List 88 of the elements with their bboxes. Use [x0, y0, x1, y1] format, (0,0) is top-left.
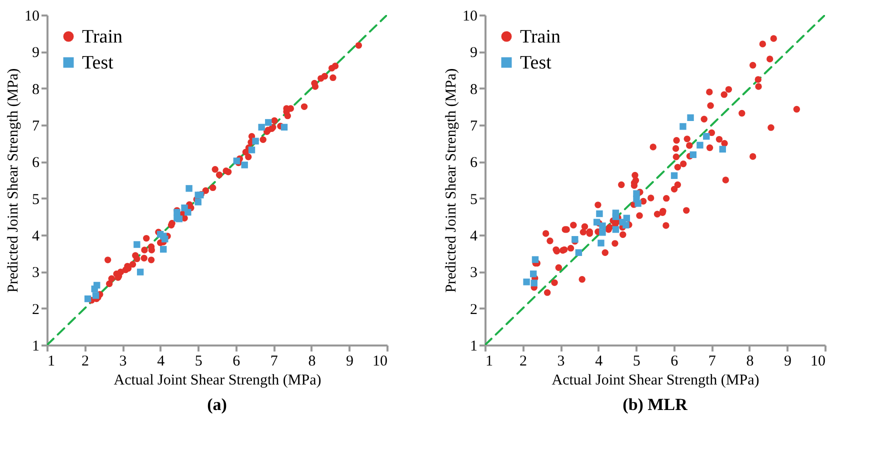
y-tick-label: 5: [470, 192, 478, 208]
y-tick-label: 3: [32, 265, 40, 282]
point: [622, 222, 630, 228]
y-tick-label: 3: [470, 265, 478, 282]
y-tick-label: 7: [470, 118, 478, 134]
point: [575, 249, 582, 256]
y-tick-label: 5: [32, 192, 40, 208]
point: [94, 282, 100, 289]
x-tick-label: 4: [157, 354, 166, 370]
point: [184, 208, 192, 216]
y-tick-label: 1: [470, 338, 478, 354]
x-tick-label: 10: [810, 354, 826, 370]
point: [248, 146, 256, 154]
x-tick-label: 6: [670, 354, 679, 370]
x-axis-title: Actual Joint Shear Strength (MPa): [552, 372, 760, 388]
y-tick-label: 4: [470, 228, 478, 244]
y-axis-title: Predicted Joint Shear Strength (MPa): [444, 68, 460, 293]
point: [92, 292, 100, 299]
point: [162, 236, 168, 242]
x-tick-label: 7: [708, 354, 716, 370]
y-tick-label: 8: [32, 82, 40, 98]
point: [634, 200, 642, 207]
x-tick-label: 5: [632, 354, 640, 370]
point: [680, 123, 686, 130]
x-axis-title: Actual Joint Shear Strength (MPa): [114, 372, 322, 388]
point: [84, 295, 92, 302]
x-tick-label: 4: [595, 354, 604, 370]
y-tick-label: 8: [470, 82, 478, 98]
point: [623, 214, 630, 222]
point: [265, 119, 272, 126]
x-tick-label: 1: [486, 354, 493, 370]
x-tick-label: 8: [308, 354, 316, 370]
point: [186, 185, 192, 192]
point: [530, 280, 538, 286]
y-tick-label: 7: [32, 118, 40, 134]
y-tick-label: 1: [32, 338, 40, 354]
point: [703, 133, 710, 140]
x-tick-label: 3: [557, 354, 565, 370]
y-tick-label: 2: [32, 302, 40, 318]
x-tick-label: 5: [194, 354, 202, 370]
y-tick-label: 10: [24, 8, 40, 24]
point: [176, 216, 183, 222]
point: [612, 226, 620, 233]
point: [599, 222, 606, 230]
point: [136, 268, 144, 276]
legend-label: Train: [520, 26, 561, 48]
point: [160, 246, 167, 253]
y-tick-label: 10: [462, 8, 478, 24]
text: (b) MLR: [622, 395, 688, 414]
legend-label: Test: [520, 52, 552, 74]
x-tick-label: 1: [48, 354, 55, 370]
y-tick-label: 6: [470, 155, 478, 172]
point: [670, 172, 678, 179]
y-axis-title: Predicted Joint Shear Strength (MPa): [6, 68, 22, 293]
point: [690, 151, 697, 158]
point: [258, 124, 265, 131]
x-tick-label: 9: [784, 354, 792, 370]
legend-label: Test: [82, 52, 114, 74]
point: [719, 146, 726, 153]
y-tick-label: 4: [32, 228, 40, 244]
legend-label: Train: [82, 26, 123, 48]
point: [599, 229, 606, 236]
point: [530, 270, 537, 278]
y-tick-label: 6: [32, 155, 40, 172]
point: [280, 124, 288, 131]
x-tick-label: 6: [232, 354, 241, 370]
point: [194, 198, 202, 206]
point: [134, 241, 140, 248]
point: [687, 114, 694, 122]
text: (a): [207, 395, 227, 414]
point: [612, 213, 620, 220]
point: [252, 138, 259, 144]
point: [532, 256, 539, 263]
x-tick-label: 10: [372, 354, 388, 370]
y-tick-label: 9: [32, 45, 40, 62]
y-tick-label: 9: [470, 45, 478, 62]
x-tick-label: 9: [346, 354, 354, 370]
x-tick-label: 8: [746, 354, 754, 370]
x-tick-label: 7: [270, 354, 278, 370]
point: [241, 162, 248, 168]
x-tick-label: 2: [520, 354, 528, 370]
x-tick-label: 3: [119, 354, 127, 370]
y-tick-label: 2: [470, 302, 478, 318]
x-tick-label: 2: [82, 354, 90, 370]
point: [598, 240, 604, 246]
point: [596, 210, 603, 218]
point: [696, 142, 704, 149]
point: [523, 278, 530, 286]
